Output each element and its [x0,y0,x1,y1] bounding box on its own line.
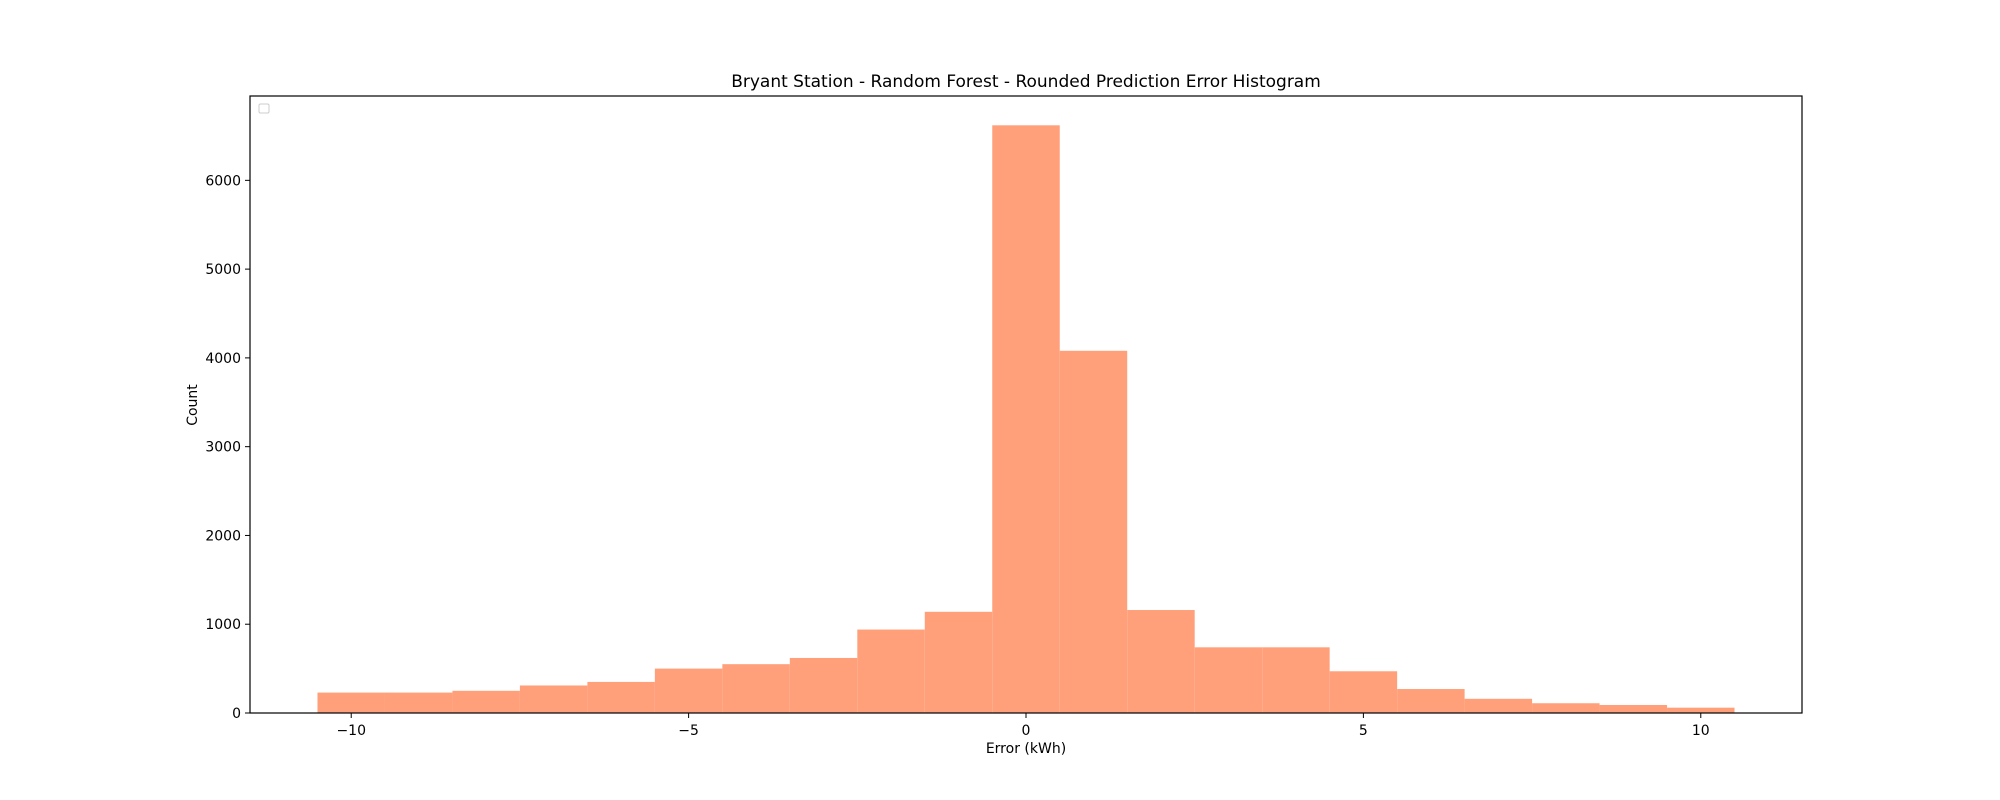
histogram-bar-7 [789,657,858,713]
y-tick-label-1: 1000 [205,617,241,633]
histogram-bar-13 [1194,647,1263,713]
chart-title: Bryant Station - Random Forest - Rounded… [731,72,1321,92]
x-tick-label-0: −10 [336,723,366,739]
x-tick-label-4: 10 [1692,723,1710,739]
histogram-bar-16 [1397,689,1465,713]
histogram-bar-20 [1667,707,1735,713]
plot-frame [249,95,1803,714]
y-tick-label-0: 0 [232,706,241,722]
y-tick-label-2: 2000 [205,528,241,544]
histogram-bar-12 [1127,610,1195,713]
bars [317,125,1735,714]
histogram-bar-14 [1262,647,1330,713]
x-tick-label-1: −5 [678,723,699,739]
y-tick-label-5: 5000 [205,262,241,278]
y-tick-label-4: 4000 [205,351,241,367]
y-tick-label-6: 6000 [205,173,241,189]
histogram-bar-1 [384,692,453,713]
histogram-bar-18 [1532,703,1600,713]
histogram-bar-8 [857,629,925,713]
histogram-bar-9 [924,611,993,713]
x-axis-ticks: −10 −5 0 5 10 [336,713,1710,739]
x-tick-label-2: 0 [1022,723,1031,739]
histogram-bar-4 [587,681,655,713]
x-tick-label-3: 5 [1359,723,1368,739]
histogram-bar-15 [1329,671,1398,713]
x-axis-label: Error (kWh) [986,741,1066,757]
histogram-bar-10 [992,125,1060,714]
histogram-bar-6 [722,664,790,713]
histogram-bar-11 [1059,350,1128,713]
y-tick-label-3: 3000 [205,440,241,456]
histogram-bar-17 [1464,698,1533,713]
histogram-bar-0 [317,692,385,713]
legend-box [258,103,270,114]
histogram-bar-5 [654,668,723,713]
y-axis-ticks: 0 1000 2000 3000 4000 5000 6000 [205,173,250,722]
histogram-bar-3 [519,685,588,713]
histogram-bar-19 [1599,705,1668,713]
histogram-bar-2 [452,690,520,713]
y-axis-label: Count [185,384,201,426]
